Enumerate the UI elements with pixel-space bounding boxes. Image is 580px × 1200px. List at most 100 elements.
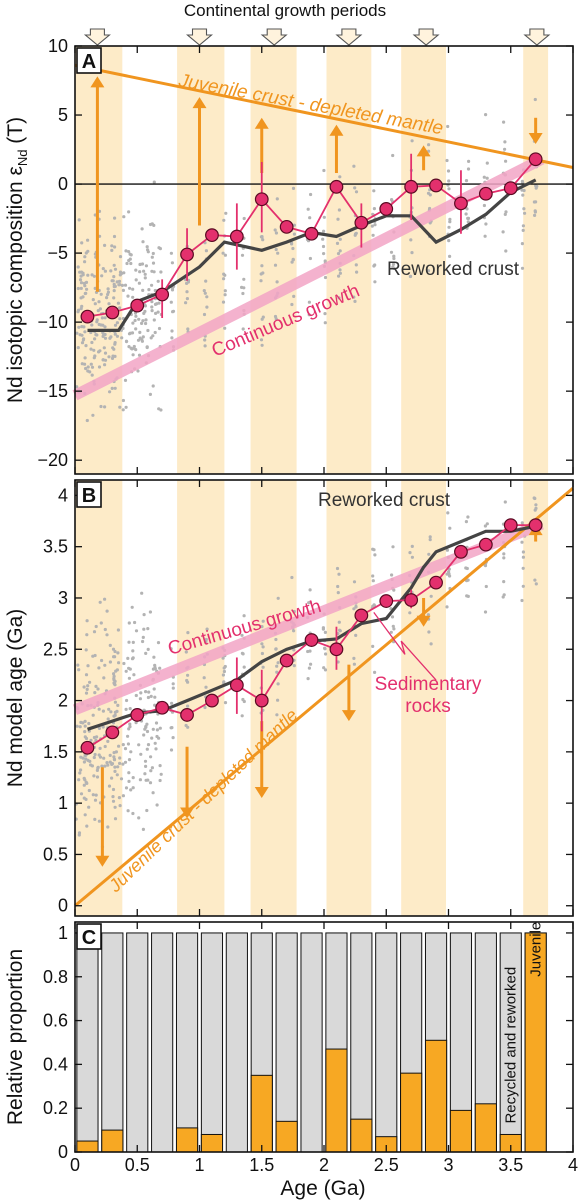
data-point	[89, 362, 93, 366]
depleted-mantle-line	[74, 487, 574, 907]
data-point	[108, 660, 112, 664]
data-point	[533, 578, 537, 582]
y-tick-label: −5	[47, 243, 68, 263]
data-point	[154, 747, 158, 751]
data-point	[105, 761, 109, 765]
y-tick-label: 1	[58, 923, 68, 943]
data-point	[170, 261, 174, 265]
data-point	[141, 240, 145, 244]
data-point	[144, 318, 148, 322]
data-point	[155, 803, 159, 807]
data-point	[108, 390, 112, 394]
data-point	[112, 757, 116, 761]
data-point	[151, 791, 155, 795]
data-point	[89, 763, 93, 767]
data-point	[260, 264, 264, 268]
data-point	[336, 252, 341, 256]
data-point	[133, 318, 137, 323]
data-point	[112, 672, 116, 676]
data-point	[159, 772, 163, 776]
data-point	[139, 752, 143, 756]
bar-recycled-reworked	[300, 932, 323, 1153]
data-point	[260, 625, 264, 629]
data-point	[103, 663, 107, 667]
data-point	[392, 627, 396, 631]
data-point	[521, 228, 525, 232]
growth-period-arrow	[83, 28, 111, 46]
data-point	[110, 248, 114, 252]
data-point	[131, 287, 135, 291]
data-point	[116, 765, 120, 769]
data-point	[308, 256, 312, 261]
data-point	[141, 635, 145, 640]
data-point	[97, 726, 101, 731]
sedimentary-point	[205, 228, 219, 243]
sedimentary-point	[404, 593, 419, 607]
data-point	[130, 331, 135, 335]
bar-recycled-reworked	[101, 932, 124, 1153]
data-point	[259, 338, 264, 342]
sedimentary-rocks-word: rocks	[405, 696, 450, 717]
data-point	[127, 779, 131, 784]
data-point	[140, 262, 145, 266]
data-point	[83, 260, 87, 264]
data-point	[131, 649, 135, 653]
data-point	[137, 816, 141, 820]
data-point	[112, 263, 116, 267]
data-point	[158, 247, 162, 251]
data-point	[274, 247, 278, 252]
legend-recycled-reworked: Recycled and reworked	[503, 967, 520, 1124]
data-point	[113, 284, 117, 288]
sedimentary-point	[429, 575, 443, 590]
data-point	[202, 312, 207, 317]
data-point	[126, 734, 130, 738]
data-point	[92, 274, 96, 278]
data-point	[204, 637, 208, 642]
data-point	[322, 168, 326, 173]
bar-juvenile	[250, 1074, 273, 1153]
data-point	[83, 330, 87, 334]
growth-period-band	[250, 46, 297, 474]
data-point	[86, 365, 90, 369]
data-point	[90, 323, 94, 327]
data-point	[306, 207, 310, 211]
data-point	[124, 405, 128, 409]
data-point	[95, 735, 99, 739]
data-point	[121, 762, 125, 766]
data-point	[113, 700, 117, 704]
data-point	[141, 335, 145, 339]
data-point	[260, 642, 264, 646]
data-point	[113, 245, 117, 249]
data-point	[92, 348, 96, 352]
data-point	[323, 630, 327, 635]
data-point	[170, 336, 174, 340]
data-point	[273, 228, 277, 232]
data-point	[503, 212, 507, 216]
data-point	[80, 241, 84, 245]
data-point	[113, 323, 118, 327]
data-point	[389, 630, 393, 634]
data-point	[149, 694, 153, 699]
data-point	[352, 607, 356, 611]
data-point	[125, 261, 129, 266]
data-point	[85, 781, 89, 786]
data-point	[154, 721, 159, 725]
arrow-down-head	[341, 710, 356, 722]
data-point	[145, 722, 149, 726]
data-point	[186, 673, 190, 677]
data-point	[113, 679, 117, 684]
data-point	[79, 274, 83, 278]
data-point	[87, 805, 91, 809]
y-tick-label: 10	[48, 36, 68, 56]
data-point	[112, 296, 116, 300]
data-point	[184, 723, 188, 728]
data-point	[429, 594, 433, 598]
data-point	[503, 140, 507, 144]
data-point	[261, 619, 265, 623]
data-point	[89, 347, 93, 351]
data-point	[116, 628, 120, 632]
data-point	[501, 595, 505, 599]
data-point	[149, 755, 153, 759]
data-point	[151, 251, 155, 256]
